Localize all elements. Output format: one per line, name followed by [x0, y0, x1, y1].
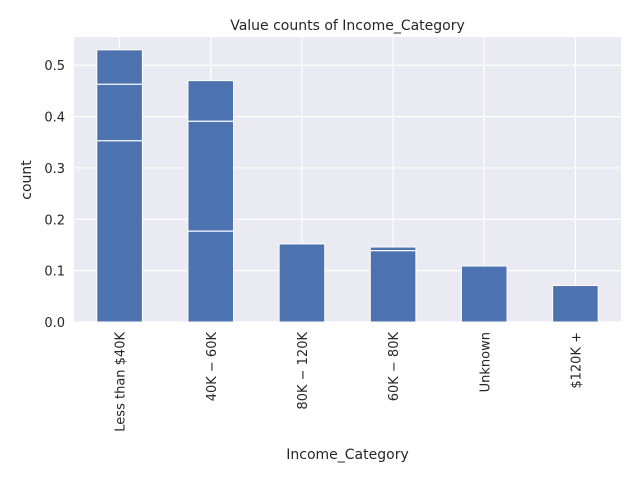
- y-tick-label: 0.3: [44, 162, 65, 177]
- x-tick-label: 60K − 80K: [387, 332, 402, 402]
- x-tick-label: Unknown: [478, 332, 493, 392]
- bar: [552, 285, 599, 323]
- x-axis-ticks: Less than $40K 40K − 60K 80K − 120K 60K − 8…: [114, 332, 585, 432]
- x-tick-label: Less than $40K: [114, 332, 129, 432]
- x-tick-label: 80K − 120K: [296, 332, 311, 410]
- x-tick-label: 40K − 60K: [205, 332, 220, 402]
- plot-area: [74, 37, 621, 322]
- y-tick-label: 0.1: [44, 265, 65, 280]
- grid-lines: [74, 37, 621, 323]
- y-axis-ticks: 0.0 0.1 0.2 0.3 0.4 0.5: [44, 59, 65, 331]
- x-tick-label: $120K +: [569, 332, 584, 389]
- x-axis-title: Income_Category: [286, 447, 408, 463]
- bar: [187, 80, 235, 323]
- y-tick-label: 0.0: [44, 316, 65, 331]
- y-tick-label: 0.2: [44, 213, 65, 228]
- chart-title: Value counts of Income_Category: [230, 18, 465, 34]
- bar: [460, 265, 508, 323]
- y-tick-label: 0.4: [44, 111, 65, 126]
- bar: [369, 246, 417, 323]
- bar: [96, 49, 143, 323]
- y-axis-title: count: [19, 160, 35, 200]
- bars: [96, 49, 599, 323]
- bar: [278, 243, 326, 323]
- y-tick-label: 0.5: [44, 59, 65, 74]
